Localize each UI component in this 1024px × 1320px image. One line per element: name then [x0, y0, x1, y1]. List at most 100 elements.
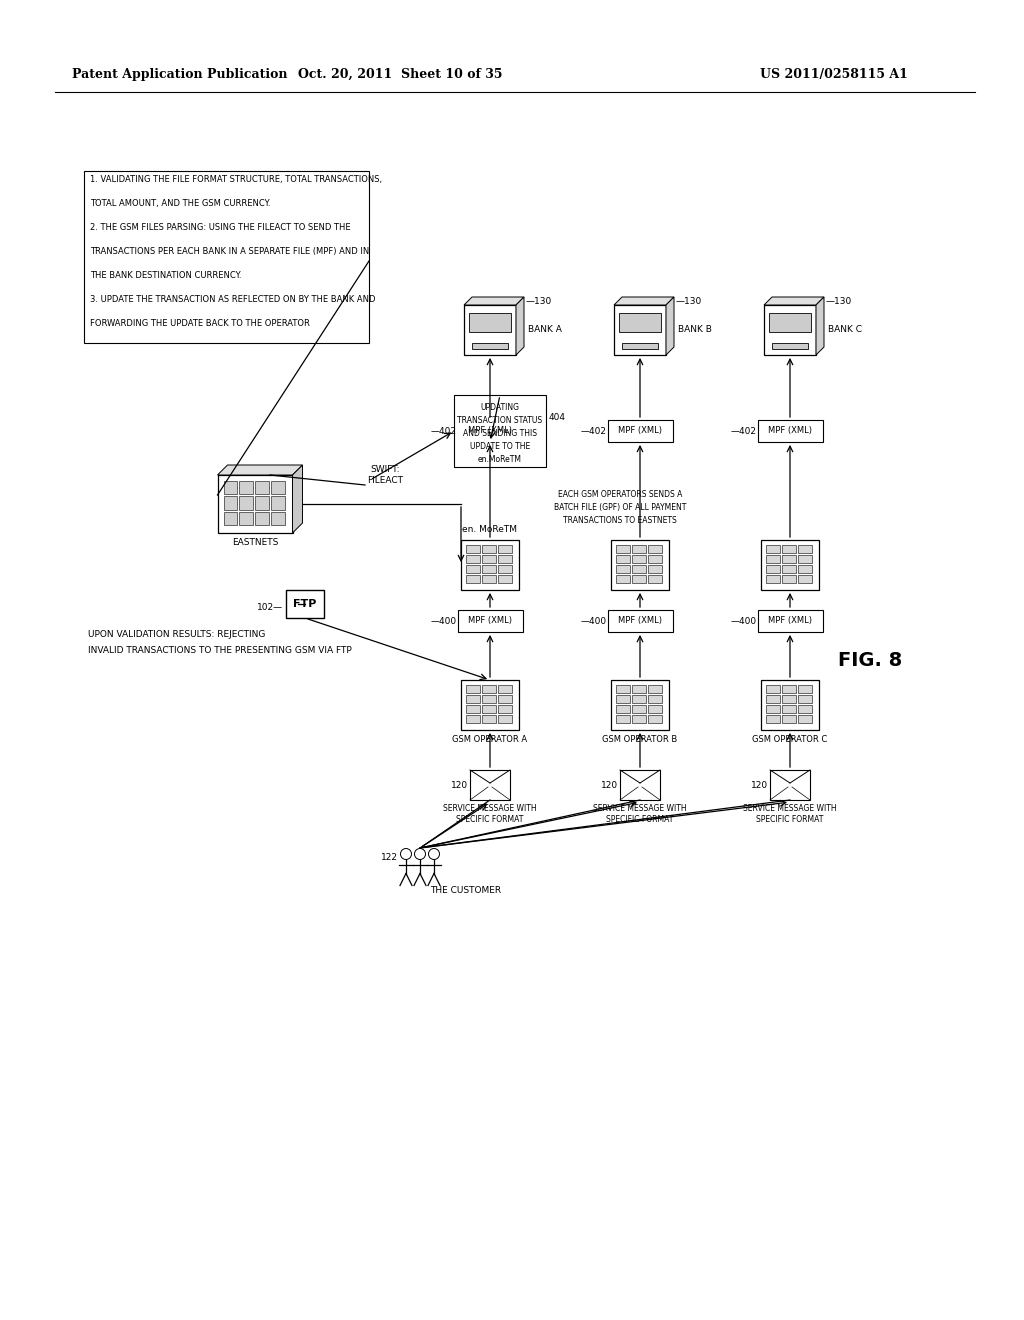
Bar [611, 540, 669, 590]
Polygon shape [764, 297, 824, 305]
Bar [469, 313, 511, 333]
Bar [466, 705, 480, 713]
Bar [607, 610, 673, 632]
Text: THE BANK DESTINATION CURRENCY.: THE BANK DESTINATION CURRENCY. [90, 271, 242, 280]
Bar [632, 705, 646, 713]
Bar [616, 696, 630, 704]
Text: THE CUSTOMER: THE CUSTOMER [430, 886, 501, 895]
Text: UPON VALIDATION RESULTS: REJECTING: UPON VALIDATION RESULTS: REJECTING [88, 630, 265, 639]
Text: TRANSACTIONS TO EASTNETS: TRANSACTIONS TO EASTNETS [563, 516, 677, 525]
Bar [498, 696, 512, 704]
Bar [782, 576, 796, 583]
Bar [622, 343, 658, 348]
Text: 404: 404 [549, 412, 566, 421]
Bar [766, 685, 780, 693]
Bar [466, 545, 480, 553]
Bar [632, 696, 646, 704]
Bar [498, 715, 512, 723]
Bar [270, 496, 285, 510]
Bar [648, 554, 662, 564]
Bar [648, 696, 662, 704]
Bar [766, 554, 780, 564]
Bar [782, 685, 796, 693]
Text: INVALID TRANSACTIONS TO THE PRESENTING GSM VIA FTP: INVALID TRANSACTIONS TO THE PRESENTING G… [88, 645, 352, 655]
Bar [798, 565, 812, 573]
Text: Oct. 20, 2011  Sheet 10 of 35: Oct. 20, 2011 Sheet 10 of 35 [298, 69, 502, 81]
Text: TRANSACTIONS PER EACH BANK IN A SEPARATE FILE (MPF) AND IN: TRANSACTIONS PER EACH BANK IN A SEPARATE… [90, 247, 370, 256]
Bar [648, 685, 662, 693]
Bar [648, 565, 662, 573]
Bar [766, 565, 780, 573]
Text: 120: 120 [601, 780, 618, 789]
Text: SWIFT:
FILEACT: SWIFT: FILEACT [367, 465, 403, 484]
Bar [223, 512, 238, 525]
Bar [84, 172, 369, 343]
Text: AND SENDING THIS: AND SENDING THIS [463, 429, 537, 438]
Bar [607, 420, 673, 442]
Bar [464, 305, 516, 355]
Bar [466, 696, 480, 704]
Bar [648, 715, 662, 723]
Bar [766, 696, 780, 704]
Bar [616, 576, 630, 583]
Text: MPF (XML): MPF (XML) [618, 426, 662, 436]
Text: —400: —400 [431, 616, 457, 626]
Bar [255, 480, 268, 494]
Bar [766, 576, 780, 583]
Bar [782, 696, 796, 704]
Text: GSM OPERATOR C: GSM OPERATOR C [753, 735, 827, 744]
Bar [472, 343, 508, 348]
Bar [270, 512, 285, 525]
Bar [772, 343, 808, 348]
Text: —402: —402 [431, 426, 457, 436]
Bar [782, 545, 796, 553]
Bar [482, 545, 496, 553]
Polygon shape [816, 297, 824, 355]
Text: FIG. 8: FIG. 8 [838, 651, 902, 669]
Text: TOTAL AMOUNT, AND THE GSM CURRENCY.: TOTAL AMOUNT, AND THE GSM CURRENCY. [90, 199, 270, 209]
Bar [616, 705, 630, 713]
Text: MPF (XML): MPF (XML) [468, 616, 512, 626]
Bar [498, 554, 512, 564]
Circle shape [415, 849, 426, 859]
Bar [240, 480, 253, 494]
Bar [798, 545, 812, 553]
Polygon shape [614, 297, 674, 305]
Bar [764, 305, 816, 355]
Bar [616, 545, 630, 553]
Text: —130: —130 [526, 297, 552, 305]
Bar [769, 313, 811, 333]
Polygon shape [516, 297, 524, 355]
Bar [482, 715, 496, 723]
Bar [782, 554, 796, 564]
Text: 120: 120 [751, 780, 768, 789]
Bar [798, 554, 812, 564]
Bar [632, 565, 646, 573]
Bar [482, 696, 496, 704]
Text: —130: —130 [676, 297, 702, 305]
Bar [223, 496, 238, 510]
Bar [620, 770, 660, 800]
Text: SERVICE MESSAGE WITH
SPECIFIC FORMAT: SERVICE MESSAGE WITH SPECIFIC FORMAT [743, 804, 837, 824]
Bar [632, 685, 646, 693]
Bar [498, 545, 512, 553]
Bar [766, 705, 780, 713]
Bar [498, 685, 512, 693]
Text: MPF (XML): MPF (XML) [468, 426, 512, 436]
Bar [782, 705, 796, 713]
Bar [782, 715, 796, 723]
Bar [758, 610, 822, 632]
Bar [240, 512, 253, 525]
Bar [270, 480, 285, 494]
Circle shape [428, 849, 439, 859]
Bar [766, 715, 780, 723]
Text: —130: —130 [826, 297, 852, 305]
Text: —400: —400 [581, 616, 607, 626]
Bar [217, 475, 293, 533]
Bar [648, 576, 662, 583]
Bar [498, 565, 512, 573]
Bar [466, 554, 480, 564]
Bar [482, 576, 496, 583]
Text: TRANSACTION STATUS: TRANSACTION STATUS [458, 416, 543, 425]
Bar [255, 512, 268, 525]
